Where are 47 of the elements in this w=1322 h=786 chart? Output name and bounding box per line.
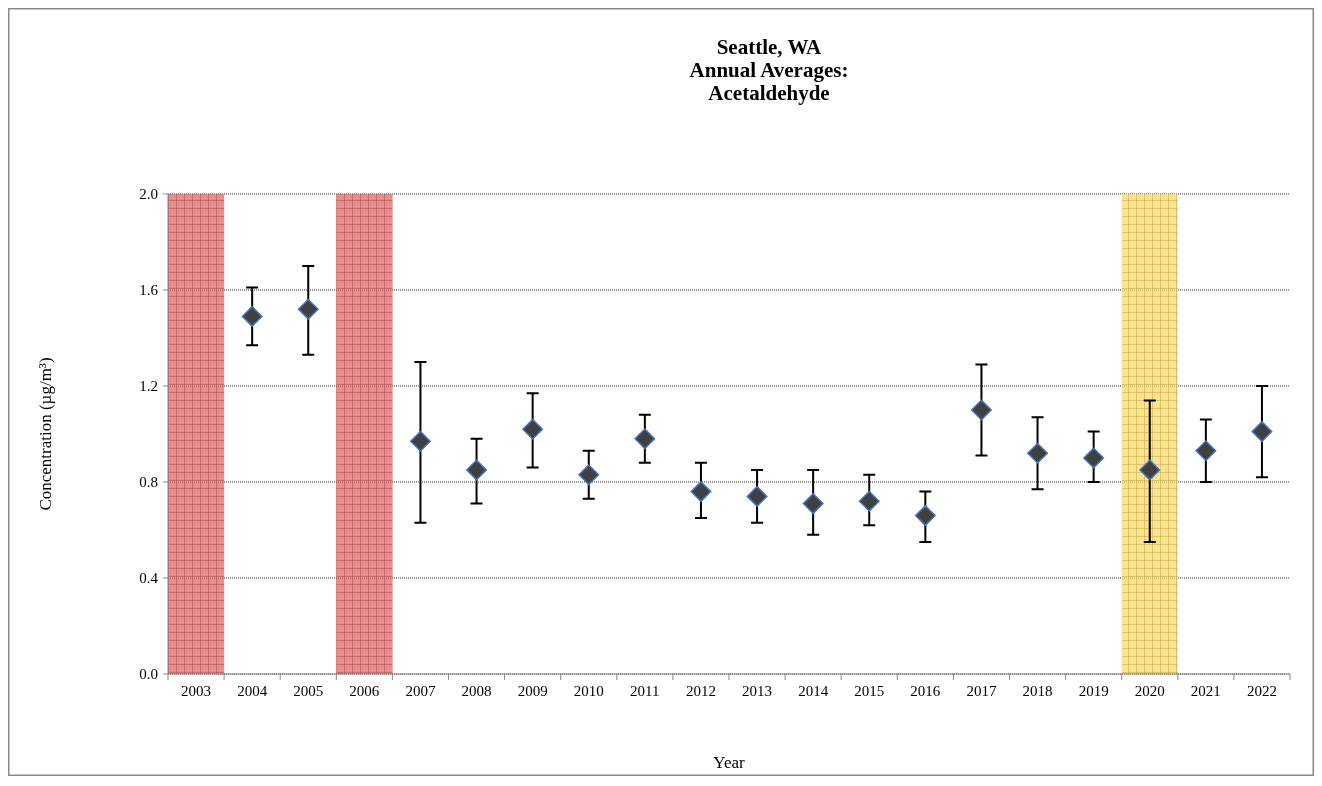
x-tick-label: 2003 (181, 683, 212, 699)
x-tick-label: 2011 (630, 683, 660, 699)
point (690, 481, 712, 503)
x-tick-label: 2013 (742, 683, 773, 699)
x-tick-label: 2010 (573, 683, 604, 699)
point (1027, 442, 1049, 464)
x-axis-title: Year (713, 753, 745, 772)
y-tick-label: 0.8 (139, 474, 158, 490)
point (297, 298, 319, 320)
x-tick-label: 2021 (1190, 683, 1221, 699)
x-tick-label: 2014 (798, 683, 829, 699)
y-tick-label: 0.0 (139, 666, 158, 682)
x-tick-label: 2009 (517, 683, 548, 699)
y-tick-label: 1.6 (139, 282, 159, 298)
y-tick-label: 0.4 (139, 570, 159, 586)
point (522, 418, 544, 440)
x-tick-label: 2015 (854, 683, 885, 699)
point (970, 399, 992, 421)
x-tick-label: 2008 (461, 683, 492, 699)
x-tick-label: 2019 (1078, 683, 1109, 699)
x-tick-label: 2007 (405, 683, 436, 699)
point (1083, 447, 1105, 469)
point (578, 464, 600, 486)
x-tick-label: 2004 (237, 683, 268, 699)
point (634, 428, 656, 450)
point (858, 490, 880, 512)
point (1139, 459, 1161, 481)
x-tick-label: 2012 (685, 683, 716, 699)
point (241, 305, 263, 327)
point (409, 430, 431, 452)
x-tick-label: 2018 (1022, 683, 1053, 699)
x-tick-label: 2017 (966, 683, 997, 699)
x-tick-label: 2005 (293, 683, 324, 699)
chart-title: Seattle, WA Annual Averages: Acetaldehyde (689, 35, 849, 105)
point (1195, 440, 1217, 462)
point (914, 505, 936, 527)
x-tick-label: 2016 (910, 683, 941, 699)
y-tick-label: 2.0 (139, 186, 158, 202)
point (1251, 421, 1273, 443)
x-tick-label: 2020 (1134, 683, 1165, 699)
y-axis-title: Concentration (µg/m³) (36, 357, 55, 511)
x-tick-label: 2022 (1246, 683, 1277, 699)
point (466, 459, 488, 481)
y-tick-label: 1.2 (139, 378, 158, 394)
x-tick-label: 2006 (349, 683, 380, 699)
point (746, 485, 768, 507)
point (802, 493, 824, 515)
